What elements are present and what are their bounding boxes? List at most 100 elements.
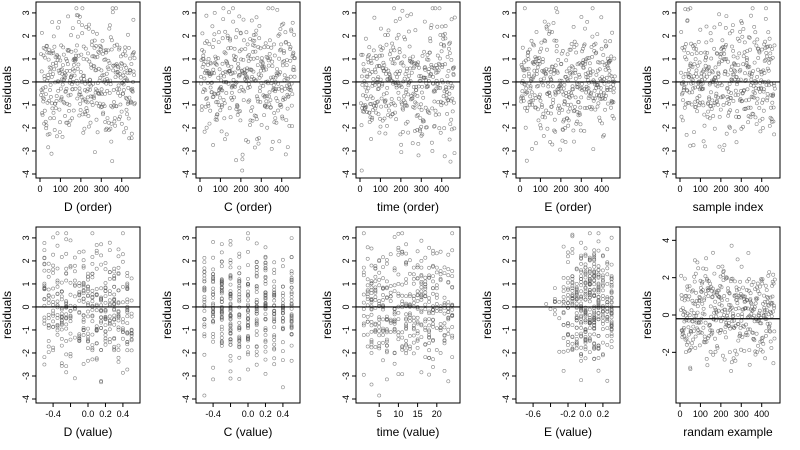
data-point	[254, 317, 259, 322]
data-point	[531, 42, 536, 47]
data-point	[697, 343, 702, 348]
data-point	[404, 69, 409, 74]
data-point	[289, 301, 294, 306]
data-point	[261, 64, 266, 69]
data-point	[427, 356, 432, 360]
y-tick-label: -3	[341, 147, 351, 155]
data-point	[234, 158, 239, 163]
data-point	[579, 305, 584, 310]
data-point	[112, 316, 117, 321]
data-point	[86, 289, 90, 294]
y-tick-label: 0	[341, 304, 351, 309]
data-point	[210, 45, 215, 49]
data-point	[246, 350, 250, 355]
data-point	[605, 342, 610, 347]
data-point	[689, 41, 694, 46]
data-point	[51, 348, 56, 353]
data-point	[42, 248, 47, 253]
data-point	[100, 38, 105, 43]
data-point	[431, 322, 435, 326]
data-point	[289, 318, 294, 323]
data-point	[601, 53, 606, 57]
data-point	[683, 337, 688, 342]
data-point	[717, 115, 722, 119]
y-tick-label: -4	[21, 395, 31, 403]
data-point	[223, 137, 227, 142]
data-point	[750, 80, 755, 85]
data-point	[45, 132, 50, 137]
y-tick-label: 3	[661, 10, 671, 15]
data-point	[596, 239, 601, 244]
data-point	[420, 54, 425, 58]
data-point	[687, 294, 692, 299]
data-point	[712, 289, 717, 294]
data-point	[682, 276, 687, 281]
data-point	[541, 57, 545, 62]
data-point	[564, 75, 568, 79]
data-point	[406, 130, 411, 135]
data-point	[450, 231, 455, 236]
data-point	[438, 322, 443, 326]
data-point	[101, 112, 105, 117]
data-point	[552, 38, 557, 43]
data-point	[280, 88, 284, 93]
data-point	[772, 43, 777, 48]
data-point	[246, 59, 251, 63]
data-point	[561, 119, 566, 124]
data-point	[424, 125, 429, 130]
data-point	[701, 69, 705, 74]
data-point	[222, 101, 227, 106]
data-point	[442, 368, 447, 373]
data-point	[387, 72, 392, 77]
data-point	[566, 250, 570, 255]
data-point	[378, 124, 383, 129]
data-point	[438, 309, 443, 314]
data-point	[440, 65, 445, 69]
data-point	[121, 320, 125, 325]
data-point	[78, 70, 83, 74]
data-point	[772, 329, 777, 334]
data-point	[766, 303, 771, 308]
data-point	[741, 294, 746, 299]
data-point	[277, 139, 282, 144]
y-tick-label: 0	[661, 312, 671, 317]
data-point	[77, 291, 82, 296]
data-point	[550, 30, 555, 34]
data-point	[605, 247, 610, 252]
data-point	[746, 105, 751, 110]
data-point	[740, 99, 745, 103]
data-point	[433, 6, 438, 11]
data-point	[362, 69, 367, 74]
data-point	[281, 21, 286, 26]
data-point	[582, 129, 587, 133]
data-point	[597, 115, 602, 120]
data-point	[689, 102, 694, 107]
data-point	[524, 158, 529, 163]
data-point	[544, 26, 549, 31]
data-point	[554, 38, 559, 43]
data-point	[239, 57, 244, 62]
data-point	[388, 284, 393, 288]
data-point	[567, 47, 572, 52]
data-point	[80, 31, 85, 36]
data-point	[772, 86, 777, 91]
data-point	[103, 285, 108, 290]
data-point	[233, 35, 238, 40]
data-point	[241, 98, 246, 103]
data-point	[99, 87, 104, 92]
data-point	[64, 69, 69, 73]
data-point	[695, 109, 700, 114]
data-point	[696, 266, 701, 271]
data-point	[272, 284, 277, 289]
data-point	[747, 348, 752, 353]
data-point	[705, 51, 710, 55]
data-point	[712, 101, 717, 106]
data-point	[366, 53, 371, 57]
data-point	[81, 57, 86, 61]
data-point	[580, 82, 584, 86]
data-point	[121, 82, 126, 87]
data-point	[55, 332, 60, 337]
data-point	[697, 320, 701, 325]
data-point	[571, 24, 576, 29]
data-point	[93, 150, 97, 155]
